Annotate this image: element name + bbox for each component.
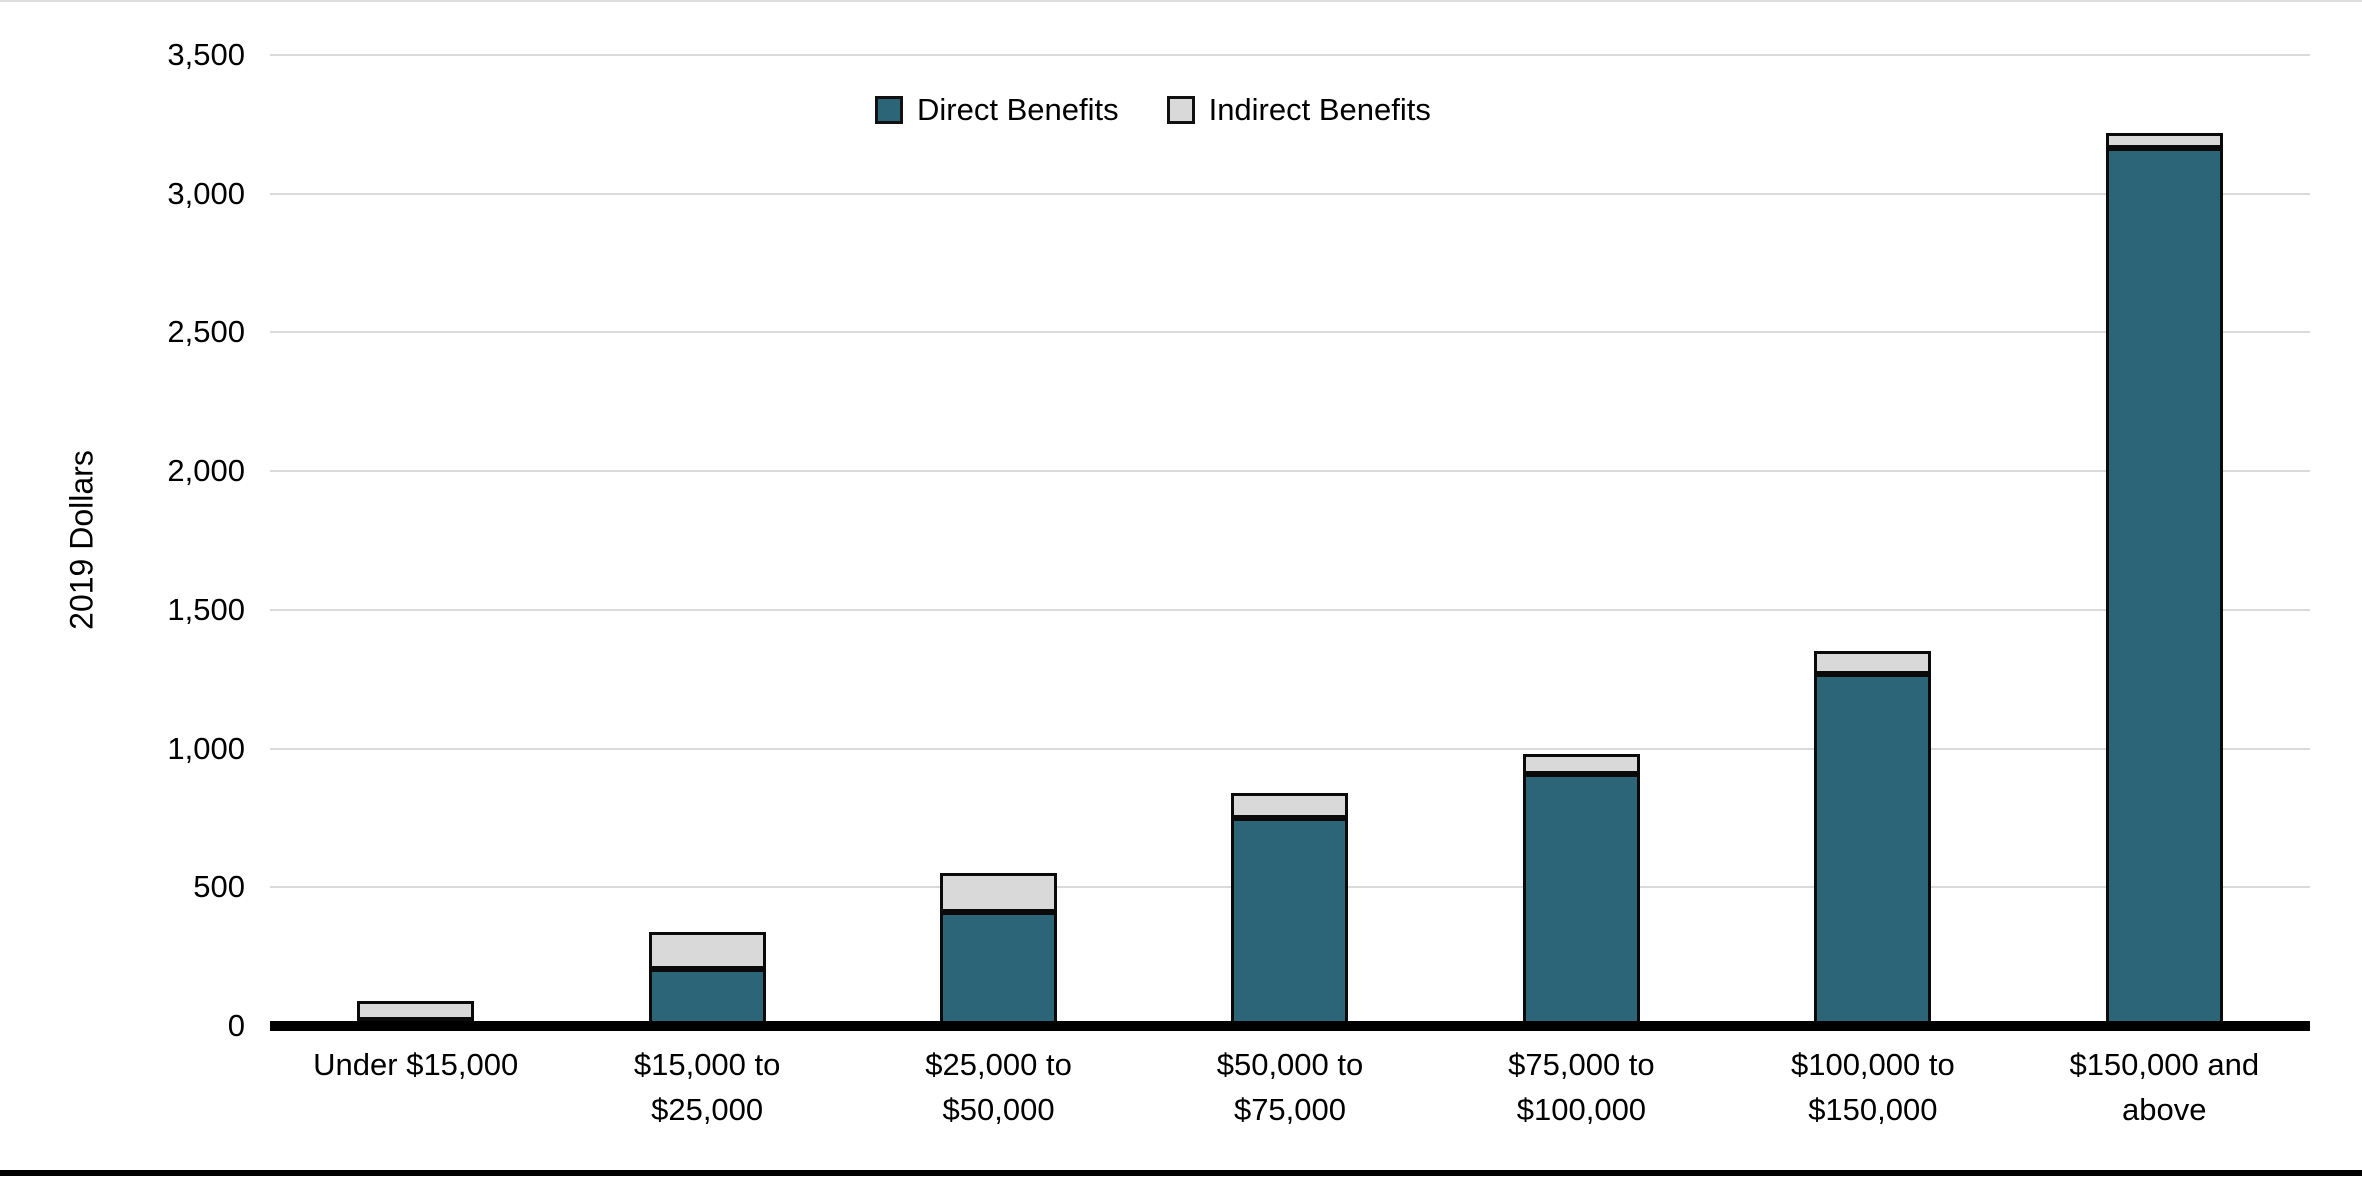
legend-item-direct-benefits: Direct Benefits [875, 92, 1119, 128]
bar-segment-direct-benefits [1814, 673, 1932, 1026]
bars-container [270, 55, 2310, 1026]
bar-segment-direct-benefits [1231, 817, 1349, 1026]
legend-label: Direct Benefits [917, 92, 1119, 127]
figure-bottom-rule [0, 1170, 2362, 1176]
bar-segment-indirect-benefits [2105, 132, 2223, 148]
bar-segment-indirect-benefits [1814, 651, 1932, 674]
stacked-bar [1814, 651, 1932, 1026]
bar-segment-direct-benefits [648, 969, 766, 1026]
bar-slot [2019, 55, 2310, 1026]
figure-top-rule [0, 0, 2362, 2]
bar-segment-direct-benefits [1522, 773, 1640, 1026]
gridline-3000 [270, 192, 2310, 195]
gridline-1000 [270, 747, 2310, 750]
y-tick-label: 1,500 [167, 591, 245, 627]
x-axis-label: $100,000 to $150,000 [1790, 1047, 1955, 1127]
bar-segment-indirect-benefits [1522, 754, 1640, 774]
bar-segment-indirect-benefits [940, 873, 1058, 913]
x-axis-line [270, 1021, 2310, 1031]
bar-segment-indirect-benefits [1231, 792, 1349, 818]
gridline-2500 [270, 331, 2310, 334]
bar-segment-indirect-benefits [357, 1000, 475, 1020]
bar-segment-indirect-benefits [648, 931, 766, 970]
x-axis-label: Under $15,000 [313, 1047, 519, 1082]
y-tick-label: 3,500 [167, 37, 245, 72]
bar-slot [1436, 55, 1727, 1026]
x-axis-label: $50,000 to $75,000 [1216, 1047, 1364, 1127]
stacked-bar [1231, 792, 1349, 1026]
x-axis-label: $25,000 to $50,000 [925, 1047, 1072, 1127]
gridline-1500 [270, 608, 2310, 611]
y-tick-label: 1,000 [167, 730, 245, 766]
plot-area [270, 54, 2310, 1031]
bar-slot [853, 55, 1144, 1026]
gridline-2000 [270, 470, 2310, 473]
stacked-bar [2105, 132, 2223, 1026]
x-axis-label: $15,000 to $25,000 [633, 1047, 781, 1127]
x-axis-label: $150,000 and above [2069, 1047, 2260, 1127]
bar-slot [270, 55, 561, 1026]
chart-legend: Direct Benefits Indirect Benefits [875, 92, 1431, 128]
legend-swatch-icon [1166, 96, 1195, 124]
y-tick-label: 2,000 [167, 453, 245, 489]
bar-segment-direct-benefits [2105, 147, 2223, 1026]
stacked-bar [940, 873, 1058, 1026]
y-tick-label: 0 [227, 1008, 245, 1043]
legend-item-indirect-benefits: Indirect Benefits [1166, 92, 1431, 128]
x-axis-label: $75,000 to $100,000 [1508, 1047, 1655, 1127]
legend-swatch-icon [875, 96, 903, 124]
gridline-3500 [270, 54, 2310, 56]
y-tick-label: 2,500 [167, 314, 245, 350]
stacked-bar [648, 931, 766, 1026]
legend-label: Indirect Benefits [1208, 92, 1431, 127]
bar-slot [561, 55, 852, 1026]
stacked-bar [1522, 754, 1640, 1026]
bar-slot [1144, 55, 1435, 1026]
bar-segment-direct-benefits [940, 912, 1058, 1026]
bar-slot [1727, 55, 2018, 1026]
y-tick-label: 500 [193, 869, 245, 905]
y-tick-label: 3,000 [167, 175, 245, 211]
